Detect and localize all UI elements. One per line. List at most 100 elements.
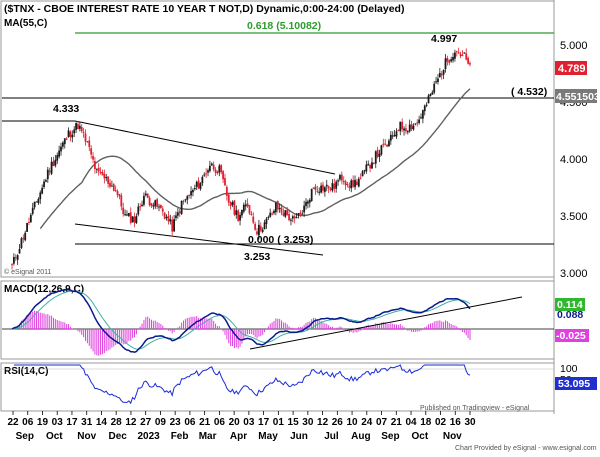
- candle: [88, 136, 91, 152]
- candle-body: [406, 131, 409, 133]
- x-day-label: 14: [96, 417, 108, 428]
- macd-layer: [11, 288, 471, 356]
- candle: [446, 55, 449, 66]
- x-month-label: May: [258, 431, 278, 442]
- candle: [237, 209, 240, 222]
- candle: [322, 181, 324, 194]
- candle-body: [235, 210, 238, 215]
- candle: [60, 142, 62, 156]
- candle: [284, 209, 287, 218]
- candle: [158, 203, 160, 212]
- candle: [357, 176, 360, 188]
- candle: [359, 173, 362, 180]
- candle-body: [114, 189, 117, 192]
- candle-layer: [11, 47, 471, 270]
- candle-body: [156, 199, 159, 207]
- candle: [340, 171, 343, 185]
- candle: [122, 202, 125, 217]
- candle-body: [63, 138, 66, 145]
- candle: [197, 177, 200, 190]
- candle: [258, 220, 260, 240]
- x-day-label: 04: [405, 417, 417, 428]
- candle-body: [110, 185, 113, 187]
- x-day-label: 20: [229, 417, 241, 428]
- macd-badge2: 0.088: [557, 309, 583, 321]
- candle-body: [399, 121, 402, 132]
- candle: [382, 138, 385, 148]
- candle-body: [339, 175, 341, 180]
- candle-body: [212, 164, 215, 170]
- candle-body: [244, 204, 247, 207]
- candle: [395, 128, 398, 139]
- x-day-label: 27: [140, 417, 152, 428]
- candle: [397, 129, 400, 132]
- candle: [54, 154, 57, 168]
- candle-body: [252, 216, 255, 223]
- candle: [58, 145, 61, 159]
- candle: [210, 162, 213, 166]
- rsi-label: RSI(14,C): [4, 366, 48, 377]
- candle-body: [184, 199, 187, 201]
- candle-body: [80, 127, 83, 132]
- candle-body: [438, 72, 441, 78]
- candle: [252, 212, 255, 225]
- candle: [48, 167, 51, 176]
- candle-body: [271, 213, 273, 215]
- candle: [95, 168, 98, 174]
- candle: [118, 193, 121, 200]
- candle-body: [401, 121, 404, 130]
- candle-body: [105, 177, 108, 179]
- candle-body: [45, 180, 47, 182]
- x-month-label: 2023: [138, 431, 161, 442]
- candle: [337, 178, 339, 186]
- candle-body: [414, 123, 417, 125]
- candle-body: [28, 221, 30, 223]
- candle: [429, 93, 432, 97]
- candle-body: [182, 200, 185, 202]
- candle: [440, 70, 443, 80]
- candle-body: [359, 177, 362, 179]
- candle: [293, 214, 296, 224]
- candle-body: [95, 168, 98, 170]
- candle: [124, 209, 126, 217]
- candle: [92, 152, 94, 164]
- x-month-label: Nov: [77, 431, 96, 442]
- candle-body: [167, 215, 170, 222]
- candle-body: [297, 213, 300, 216]
- candle-body: [99, 171, 102, 173]
- candle: [231, 200, 234, 208]
- ma-line: [39, 88, 471, 230]
- candle: [280, 204, 283, 216]
- candle: [203, 172, 206, 177]
- candle: [320, 182, 323, 194]
- candle-body: [22, 237, 25, 240]
- candle-body: [318, 191, 321, 193]
- candle-body: [227, 194, 230, 203]
- candle: [297, 212, 300, 219]
- candle-body: [267, 216, 270, 218]
- candle-body: [263, 222, 266, 230]
- candle: [212, 161, 215, 172]
- candle: [378, 149, 381, 162]
- candle: [90, 145, 93, 159]
- y-tick-35: 3.500: [560, 211, 588, 223]
- candle: [146, 193, 149, 199]
- x-day-label: 12: [317, 417, 329, 428]
- candle-body: [259, 226, 262, 231]
- candle-body: [31, 207, 34, 214]
- candle-body: [146, 193, 149, 198]
- candle-body: [86, 141, 89, 143]
- candle-body: [224, 178, 226, 186]
- candle-body: [254, 223, 257, 230]
- candle: [408, 119, 411, 133]
- candle: [141, 200, 143, 207]
- candle: [133, 212, 136, 228]
- candle-body: [440, 73, 443, 76]
- candle-body: [173, 219, 175, 232]
- candle: [384, 139, 387, 146]
- candle: [18, 243, 21, 254]
- ma-layer: [39, 88, 471, 230]
- candle-body: [442, 69, 445, 75]
- candle-body: [50, 161, 53, 174]
